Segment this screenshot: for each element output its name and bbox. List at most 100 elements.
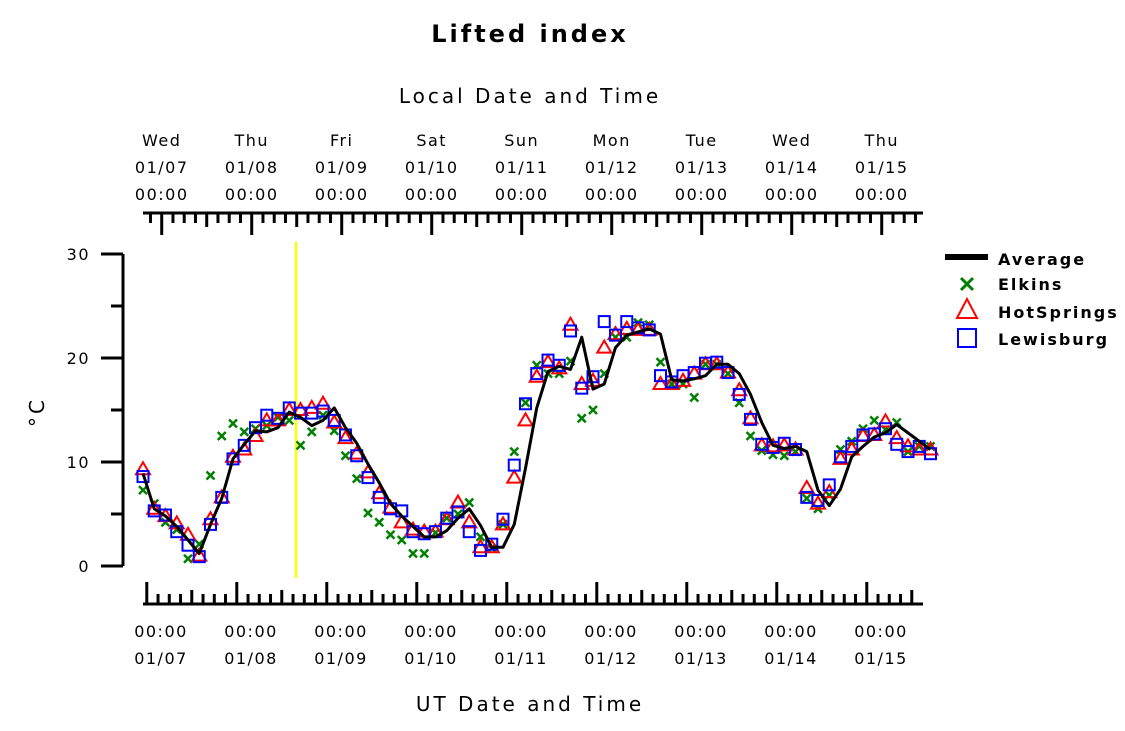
- lewisburg-point: [361, 471, 375, 485]
- hotsprings-point: [336, 429, 355, 445]
- elkins-point-stroke: [306, 426, 317, 437]
- legend-lewisburg-label: Lewisburg: [998, 330, 1109, 349]
- top-tick-date-label: 01/10: [405, 158, 459, 177]
- bottom-tick-date-label: 01/10: [404, 649, 458, 668]
- lewisburg-point: [609, 328, 622, 342]
- elkins-point: [408, 548, 418, 559]
- top-tick-day-label: Wed: [772, 131, 811, 150]
- elkins-point: [588, 405, 598, 415]
- y-axis: 0 10 20 30: [67, 245, 125, 576]
- hotsprings-point: [280, 401, 298, 416]
- elkins-point: [306, 426, 317, 437]
- bottom-tick-date-label: 01/13: [674, 649, 728, 668]
- elkins-point-stroke: [239, 426, 250, 437]
- hotsprings-point: [606, 325, 625, 341]
- legend-hotsprings-marker: [955, 296, 979, 319]
- lewisburg-point: [136, 470, 150, 484]
- lewisburg-point: [890, 437, 904, 451]
- hotsprings-point: [809, 494, 827, 510]
- lewisburg-point: [822, 478, 836, 492]
- bottom-tick-time-label: 00:00: [224, 622, 278, 641]
- elkins-point: [419, 548, 430, 559]
- y-tick-label: 20: [67, 349, 90, 368]
- lewisburg-point: [159, 508, 172, 522]
- lewisburg-point: [845, 439, 859, 453]
- hotsprings-point: [663, 375, 681, 390]
- hotsprings-point: [888, 429, 906, 445]
- top-tick-date-label: 01/09: [315, 158, 369, 177]
- top-tick-time-label: 00:00: [315, 185, 369, 204]
- top-tick-time-label: 00:00: [405, 185, 459, 204]
- series-average-line: [141, 327, 932, 556]
- hotsprings-point: [190, 546, 208, 562]
- top-axis-title: Local Date and Time: [399, 84, 661, 108]
- elkins-point-stroke: [363, 508, 373, 518]
- elkins-point-stroke: [374, 517, 385, 528]
- top-tick-date-label: 01/08: [225, 158, 279, 177]
- bottom-tick-date-label: 01/15: [854, 649, 908, 668]
- top-tick-time-label: 00:00: [675, 185, 729, 204]
- top-tick-time-label: 00:00: [135, 185, 189, 204]
- elkins-point-stroke: [475, 531, 486, 542]
- bottom-tick-time-label: 00:00: [494, 622, 548, 641]
- elkins-point-stroke: [183, 553, 193, 564]
- elkins-point: [239, 426, 250, 437]
- elkins-point: [779, 450, 790, 461]
- elkins-point: [689, 392, 700, 403]
- hotsprings-point: [325, 413, 343, 429]
- bottom-axis-title: UT Date and Time: [416, 692, 644, 716]
- elkins-point-stroke: [464, 497, 475, 508]
- elkins-point-stroke: [408, 548, 418, 559]
- lewisburg-point: [237, 438, 251, 452]
- legend-lewisburg-marker: [957, 328, 977, 348]
- elkins-point: [745, 431, 756, 441]
- elkins-point: [520, 397, 531, 408]
- hotsprings-point: [539, 353, 557, 369]
- lewisburg-point: [204, 517, 217, 531]
- elkins-point: [475, 531, 486, 542]
- y-axis-label: °C: [25, 397, 49, 427]
- lewisburg-point: [597, 315, 611, 329]
- top-tick-day-label: Wed: [142, 131, 181, 150]
- series-hotsprings: [134, 315, 940, 562]
- bottom-tick-time-label: 00:00: [764, 622, 818, 641]
- hotsprings-point: [595, 338, 613, 354]
- elkins-point-stroke: [520, 397, 531, 408]
- top-tick-day-label: Mon: [593, 131, 631, 150]
- elkins-point: [576, 413, 587, 424]
- elkins-point-stroke: [318, 410, 328, 421]
- hotsprings-point: [516, 411, 535, 427]
- hotsprings-point: [775, 436, 793, 452]
- elkins-point: [205, 470, 216, 481]
- top-tick-date-label: 01/07: [135, 158, 189, 177]
- elkins-point: [869, 415, 880, 426]
- elkins-point: [138, 485, 148, 495]
- elkins-point: [295, 440, 306, 451]
- lewisburg-point: [721, 366, 735, 380]
- top-tick-day-label: Tue: [685, 131, 718, 150]
- elkins-point: [385, 529, 396, 540]
- top-tick-date-label: 01/11: [495, 158, 549, 177]
- legend-item-average: Average: [945, 250, 1084, 269]
- bottom-tick-date-label: 01/14: [764, 649, 818, 668]
- lewisburg-point: [485, 537, 499, 551]
- elkins-point: [464, 497, 475, 508]
- elkins-point: [396, 535, 407, 545]
- bottom-tick-time-label: 00:00: [134, 622, 188, 641]
- elkins-point-stroke: [509, 446, 520, 457]
- bottom-tick-date-label: 01/08: [224, 649, 278, 668]
- bottom-tick-time-label: 00:00: [584, 622, 638, 641]
- elkins-point-stroke: [385, 529, 396, 540]
- lewisburg-point: [462, 525, 476, 539]
- elkins-point: [216, 431, 227, 441]
- legend-item-hotsprings: HotSprings: [955, 296, 1117, 322]
- hotsprings-point: [910, 440, 928, 456]
- hotsprings-point: [291, 401, 310, 416]
- lewisburg-point: [249, 421, 262, 435]
- series-average: [141, 327, 932, 556]
- lewisburg-point: [519, 397, 532, 411]
- top-tick-day-label: Thu: [233, 131, 269, 150]
- elkins-point-stroke: [588, 405, 598, 415]
- top-time-axis: Wed 01/07 00:00 Thu 01/08 00:00 Fri 01/09 00:00 S…: [135, 131, 923, 235]
